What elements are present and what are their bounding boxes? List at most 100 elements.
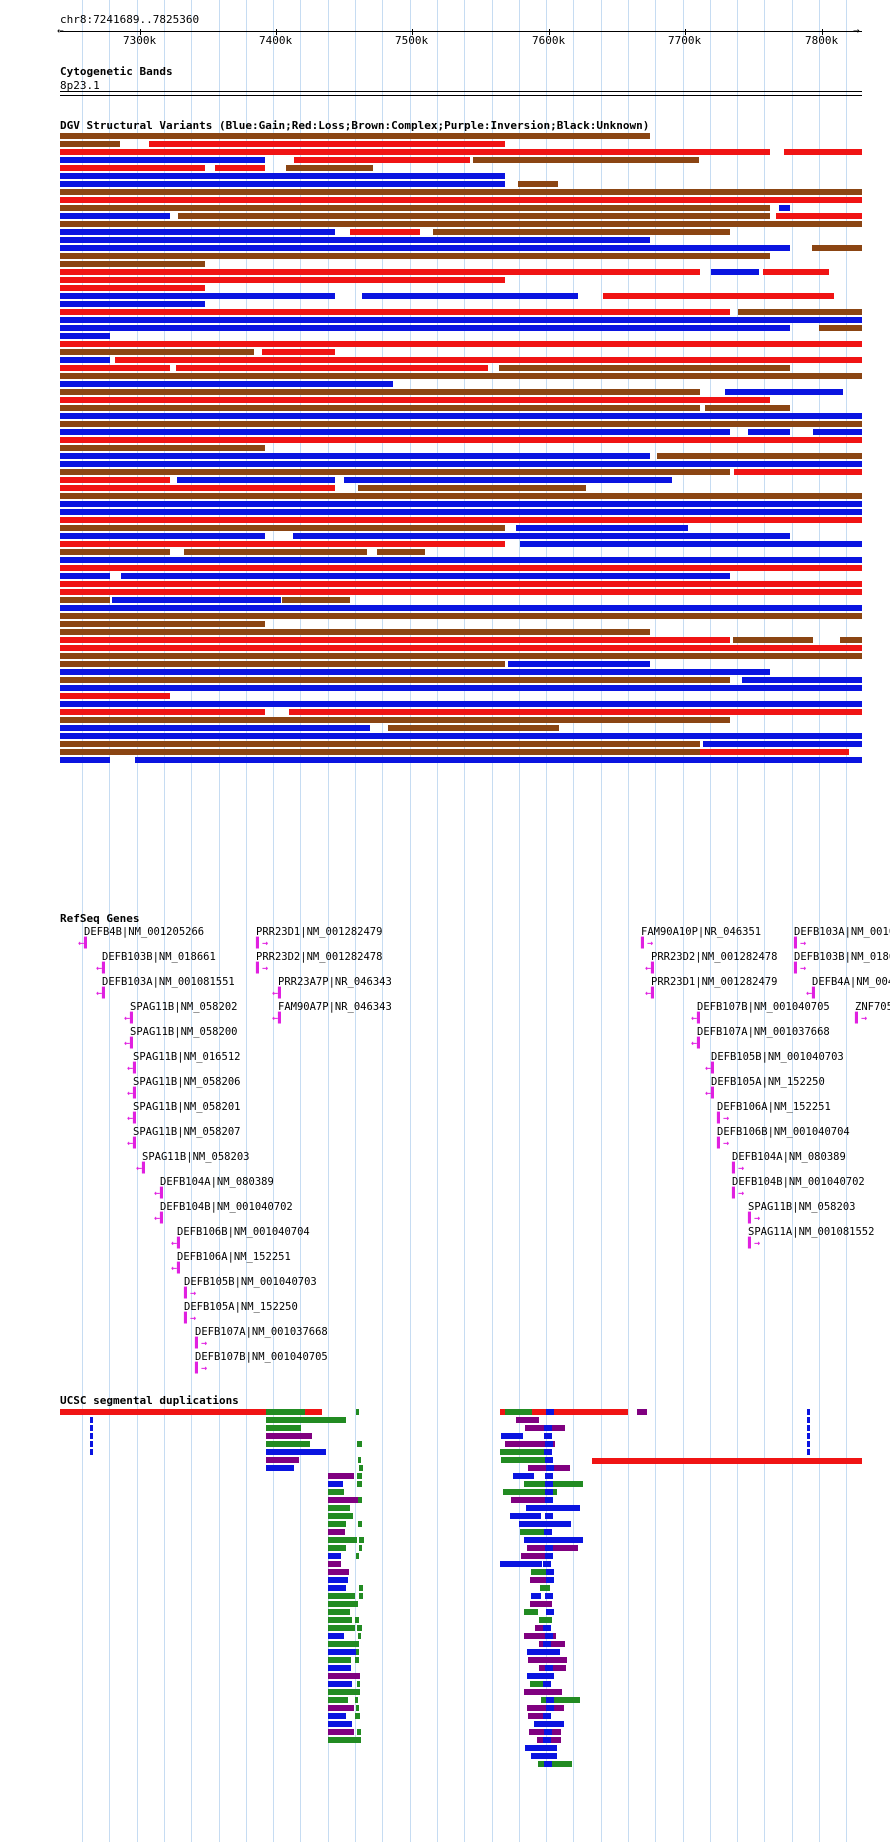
segdup-feature[interactable] [328, 1665, 351, 1671]
segdup-feature[interactable] [520, 1529, 546, 1535]
segdup-feature[interactable] [545, 1473, 553, 1479]
segdup-feature[interactable] [328, 1513, 353, 1519]
dgv-variant[interactable] [60, 741, 700, 747]
dgv-variant[interactable] [282, 597, 350, 603]
dgv-variant[interactable] [60, 749, 700, 755]
segdup-feature[interactable] [359, 1545, 362, 1551]
gene-label[interactable]: SPAG11B|NM_058203 [142, 1151, 250, 1163]
segdup-feature[interactable] [328, 1721, 352, 1727]
dgv-variant[interactable] [733, 637, 813, 643]
segdup-feature[interactable] [328, 1577, 348, 1583]
dgv-variant[interactable] [262, 349, 335, 355]
dgv-variant[interactable] [763, 269, 829, 275]
segdup-feature[interactable] [328, 1537, 357, 1543]
dgv-variant[interactable] [60, 517, 862, 523]
segdup-feature[interactable] [543, 1561, 551, 1567]
dgv-variant[interactable] [812, 245, 862, 251]
segdup-feature[interactable] [266, 1465, 294, 1471]
segdup-feature[interactable] [90, 1449, 93, 1455]
segdup-feature[interactable] [524, 1537, 583, 1543]
dgv-variant[interactable] [520, 541, 862, 547]
dgv-variant[interactable] [60, 541, 505, 547]
segdup-feature[interactable] [539, 1641, 565, 1647]
segdup-feature[interactable] [538, 1761, 572, 1767]
cytoband-name[interactable]: 8p23.1 [60, 79, 100, 92]
gene-minus-strand-icon[interactable]: ←▌ [171, 1263, 184, 1274]
gene-label[interactable]: DEFB107B|NM_001040705 [195, 1351, 328, 1363]
segdup-feature[interactable] [516, 1417, 539, 1423]
gene-minus-strand-icon[interactable]: ←▌ [806, 988, 819, 999]
segdup-feature[interactable] [544, 1433, 552, 1439]
gene-minus-strand-icon[interactable]: ←▌ [171, 1238, 184, 1249]
dgv-variant[interactable] [433, 229, 730, 235]
dgv-variant[interactable] [738, 309, 862, 315]
segdup-feature[interactable] [545, 1513, 553, 1519]
segdup-feature[interactable] [545, 1497, 553, 1503]
segdup-feature[interactable] [544, 1425, 552, 1431]
gene-minus-strand-icon[interactable]: ←▌ [96, 963, 109, 974]
segdup-feature[interactable] [501, 1457, 551, 1463]
dgv-variant[interactable] [60, 669, 770, 675]
dgv-variant[interactable] [184, 549, 367, 555]
segdup-feature[interactable] [358, 1737, 361, 1743]
segdup-feature[interactable] [359, 1465, 363, 1471]
dgv-variant[interactable] [60, 613, 862, 619]
segdup-feature[interactable] [545, 1521, 553, 1527]
dgv-variant[interactable] [60, 173, 505, 179]
segdup-feature[interactable] [328, 1673, 360, 1679]
dgv-variant[interactable] [725, 389, 843, 395]
dgv-variant[interactable] [60, 549, 170, 555]
segdup-feature[interactable] [356, 1641, 359, 1647]
dgv-variant[interactable] [60, 605, 862, 611]
dgv-variant[interactable] [60, 405, 700, 411]
dgv-variant[interactable] [60, 309, 730, 315]
dgv-variant[interactable] [60, 341, 862, 347]
segdup-feature[interactable] [328, 1593, 355, 1599]
segdup-feature[interactable] [357, 1473, 362, 1479]
gene-label[interactable]: PRR23D1|NM_001282479 [651, 976, 778, 988]
dgv-variant[interactable] [60, 709, 265, 715]
cytoband-track-title[interactable]: Cytogenetic Bands [60, 65, 173, 78]
dgv-variant[interactable] [350, 229, 420, 235]
segdup-feature[interactable] [541, 1697, 580, 1703]
gene-label[interactable]: SPAG11B|NM_058206 [133, 1076, 241, 1088]
gene-label[interactable]: DEFB103B|NM_018661 [102, 951, 216, 963]
segdup-feature[interactable] [545, 1665, 553, 1671]
segdup-feature[interactable] [524, 1481, 583, 1487]
segdup-feature[interactable] [528, 1713, 551, 1719]
segdup-feature[interactable] [328, 1633, 344, 1639]
dgv-variant[interactable] [60, 717, 730, 723]
dgv-variant[interactable] [705, 405, 790, 411]
segdup-feature[interactable] [531, 1593, 541, 1599]
segdup-feature[interactable] [546, 1609, 554, 1615]
gene-minus-strand-icon[interactable]: ←▌ [136, 1163, 149, 1174]
segdup-feature[interactable] [545, 1489, 553, 1495]
segdup-feature[interactable] [543, 1737, 551, 1743]
segdup-feature[interactable] [356, 1649, 359, 1655]
segdup-feature[interactable] [266, 1457, 299, 1463]
dgv-variant[interactable] [294, 157, 470, 163]
segdup-feature[interactable] [545, 1481, 553, 1487]
segdup-feature[interactable] [524, 1689, 562, 1695]
segdup-feature[interactable] [592, 1458, 862, 1464]
dgv-variant[interactable] [819, 325, 862, 331]
gene-plus-strand-icon[interactable]: ▌→ [732, 1163, 745, 1174]
segdup-feature[interactable] [90, 1441, 93, 1447]
dgv-variant[interactable] [60, 373, 862, 379]
gene-plus-strand-icon[interactable]: ▌→ [794, 938, 807, 949]
segdup-feature[interactable] [359, 1593, 363, 1599]
gene-label[interactable]: DEFB104A|NM_080389 [732, 1151, 846, 1163]
gene-plus-strand-icon[interactable]: ▌→ [732, 1188, 745, 1199]
dgv-variant[interactable] [60, 573, 110, 579]
dgv-variant[interactable] [60, 629, 650, 635]
dgv-variant[interactable] [60, 589, 862, 595]
gene-plus-strand-icon[interactable]: ▌→ [256, 938, 269, 949]
segdup-feature[interactable] [540, 1585, 550, 1591]
segdup-feature[interactable] [328, 1545, 346, 1551]
gene-minus-strand-icon[interactable]: ←▌ [645, 963, 658, 974]
gene-minus-strand-icon[interactable]: ←▌ [127, 1113, 140, 1124]
segdup-feature[interactable] [524, 1633, 556, 1639]
dgv-variant[interactable] [711, 269, 759, 275]
dgv-variant[interactable] [60, 485, 335, 491]
gene-label[interactable]: DEFB103B|NM_018661 [794, 951, 890, 963]
